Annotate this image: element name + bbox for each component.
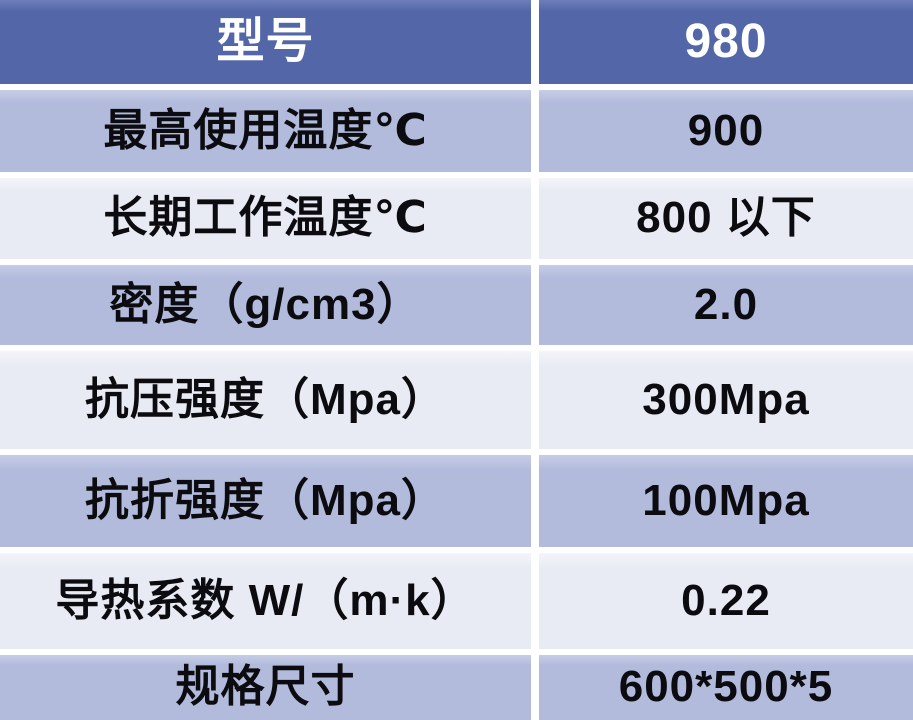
header-label-cell: 型号 bbox=[0, 0, 531, 84]
table-row-label-cell: 最高使用温度℃ bbox=[0, 90, 531, 172]
table-row-label-cell: 密度（g/cm3） bbox=[0, 265, 531, 345]
row-value: 900 bbox=[687, 105, 765, 155]
row-value: 300Mpa bbox=[642, 374, 810, 424]
table-row-value-cell: 300Mpa bbox=[539, 351, 913, 449]
header-value-cell: 980 bbox=[539, 0, 913, 84]
table-row-value-cell: 800 以下 bbox=[539, 178, 913, 259]
row-value: 800 以下 bbox=[636, 193, 816, 243]
row-value: 0.22 bbox=[681, 575, 771, 625]
row-label: 抗折强度（Mpa） bbox=[85, 475, 446, 525]
header-value: 980 bbox=[684, 14, 768, 68]
table-row-label-cell: 长期工作温度℃ bbox=[0, 178, 531, 259]
table-row-label-cell: 抗压强度（Mpa） bbox=[0, 351, 531, 449]
row-value: 600*500*5 bbox=[618, 662, 834, 712]
row-label: 长期工作温度℃ bbox=[103, 193, 428, 243]
header-label: 型号 bbox=[216, 14, 315, 68]
row-label: 最高使用温度℃ bbox=[103, 105, 428, 155]
row-value: 2.0 bbox=[693, 279, 759, 329]
row-label: 密度（g/cm3） bbox=[109, 279, 422, 329]
row-label: 导热系数 W/（m·k） bbox=[55, 575, 476, 625]
table-row-value-cell: 600*500*5 bbox=[539, 655, 913, 720]
table-row-value-cell: 100Mpa bbox=[539, 455, 913, 547]
row-label: 抗压强度（Mpa） bbox=[85, 374, 446, 424]
table-row-label-cell: 导热系数 W/（m·k） bbox=[0, 553, 531, 649]
table-row-value-cell: 2.0 bbox=[539, 265, 913, 345]
table-row-value-cell: 900 bbox=[539, 90, 913, 172]
table-row-label-cell: 抗折强度（Mpa） bbox=[0, 455, 531, 547]
table-row-value-cell: 0.22 bbox=[539, 553, 913, 649]
row-value: 100Mpa bbox=[642, 475, 810, 525]
row-label: 规格尺寸 bbox=[175, 662, 356, 712]
table-row-label-cell: 规格尺寸 bbox=[0, 655, 531, 720]
